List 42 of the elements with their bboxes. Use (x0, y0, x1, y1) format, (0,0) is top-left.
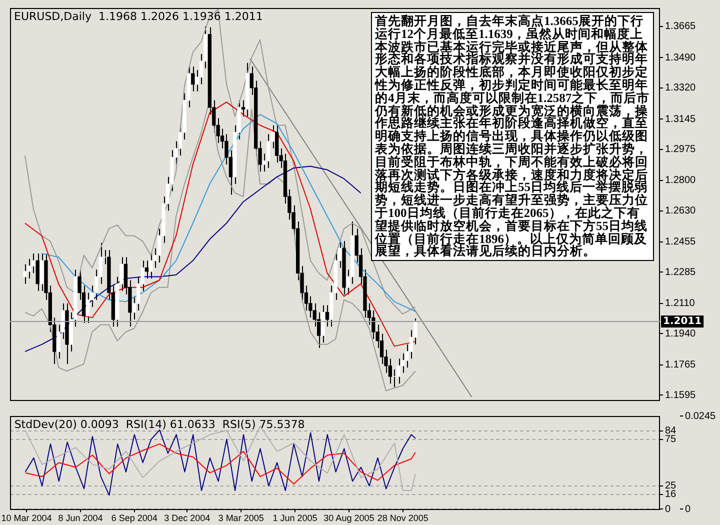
y-tick-label: 1.2630 (665, 206, 696, 217)
x-tick-label: 10 Mar 2004 (1, 513, 52, 524)
y-tick-label: 1.3490 (665, 52, 696, 64)
candlestick (396, 358, 400, 384)
candlestick (23, 264, 27, 284)
x-tick-label: 8 Jun 2004 (58, 513, 103, 524)
candlestick (275, 124, 279, 164)
candlestick (86, 292, 90, 324)
y-tick-label: 1.3320 (665, 82, 696, 94)
y2-tick-label: 0.0245 (685, 410, 716, 422)
x-tick-label: 3 Mar 2005 (218, 513, 264, 524)
y-tick-label: 75 (665, 434, 677, 446)
y-tick-label: 16 (665, 489, 677, 500)
y-tick-label: 1.1940 (665, 328, 696, 340)
y-tick-label: 1.3145 (665, 114, 696, 125)
x-tick-label: 1 Jun 2005 (272, 513, 318, 524)
candlestick (325, 304, 330, 328)
y-tick-label: 1.2455 (665, 236, 696, 248)
y-tick-label: 1.2285 (665, 266, 696, 278)
candlestick (149, 253, 153, 279)
candlestick (144, 260, 149, 279)
candlestick (392, 368, 396, 388)
candlestick (40, 253, 44, 292)
x-tick-label: 6 Sep 2004 (111, 513, 158, 524)
y-tick-label: 1.1765 (665, 360, 696, 371)
chart-title: EURUSD,Daily 1.1968 1.2026 1.1936 1.2011 (14, 10, 263, 23)
y-tick-label: 1.2975 (665, 144, 696, 156)
text: 首先翻开月图，自去年末高点1.3665展开的下行运行12个月最低至1.1639，虽然从时间和幅度上本波跌市已基本运行完毕或接近尾声，但从整体形态和各项技术指标观察并没有形成可支持明年大幅上扬的阶段性底部，本月即使收阳仅初步定性为修正性反弹，初步判定时间可能最长至明年的4月末，而高度可以限制在1.2587之下，而后市仍有新低的机会或形成更为宽泛的横向震荡，操作思路继续主张在年初阶段逢高择机做空，直至明确支持上扬的信号出现，具体操作仍以低级图表为依据。周图连续三周收阳并逐步扩张升势，目前受阻于布林中轨，下周不能有效上破必将回落再次测试下方各级承接，速度和力度将决定后期短线走势。日图在冲上55日均线后一举摆脱弱势，短线进一步走高有望升至强势，主要压力位于100日均线（目前行走在2065），在此之下有望提供临时放空机会，首要目标在下方55日均线位置（目前行走在1896）。以上仅为简单回顾及展望，具体看法请见后续的日内分析。 (375, 14, 650, 258)
candlestick (266, 134, 270, 169)
candlestick (241, 100, 246, 117)
x-tick-label: 3 Dec 2004 (164, 513, 210, 524)
ref-line-label: 1.2011 (663, 316, 702, 328)
y-tick-label: 1.3665 (665, 21, 696, 32)
chart-title: StdDev(20) 0.0093 RSI(14) 61.0633 RSI(5) 75.5378 (14, 418, 305, 431)
y-tick-label: 1.1595 (665, 390, 696, 401)
y-tick-label: 0 (665, 504, 671, 515)
x-tick-label: 30 Aug 2005 (324, 513, 374, 524)
candlestick (191, 66, 195, 92)
x-tick-label: 28 Nov 2005 (377, 513, 428, 524)
y-tick-label: 1.2110 (665, 298, 696, 310)
candlestick (36, 253, 40, 292)
y-tick-label: 1.2800 (665, 175, 696, 186)
